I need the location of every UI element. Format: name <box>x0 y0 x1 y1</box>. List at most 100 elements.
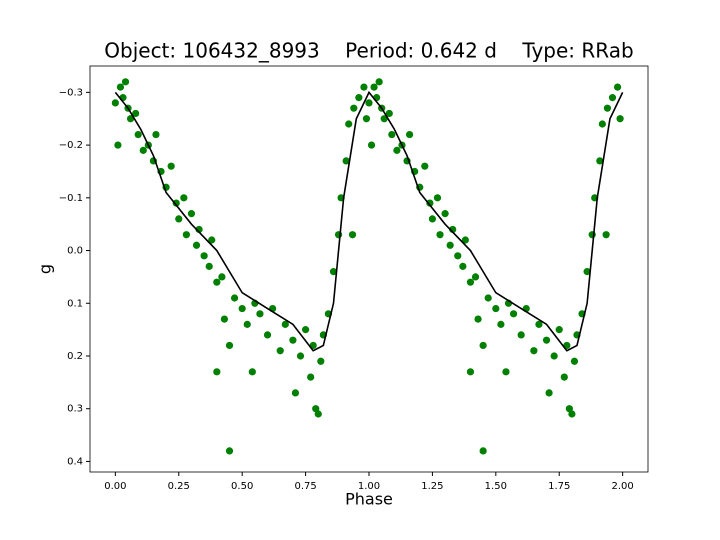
data-point <box>167 162 175 170</box>
data-point <box>388 130 396 139</box>
data-point <box>243 320 251 328</box>
data-point <box>289 336 297 344</box>
data-point <box>509 310 518 318</box>
data-point <box>350 104 358 112</box>
data-point <box>132 109 140 118</box>
data-point <box>385 109 393 118</box>
data-point <box>502 368 510 376</box>
data-point <box>360 83 368 91</box>
data-point <box>182 231 190 239</box>
data-point <box>362 115 371 123</box>
data-point <box>446 241 454 249</box>
data-point <box>608 94 617 102</box>
model-curve <box>114 90 624 352</box>
data-point <box>542 336 551 344</box>
data-point <box>375 78 383 86</box>
data-point <box>230 294 239 302</box>
data-point <box>111 99 119 107</box>
data-point <box>570 357 579 365</box>
data-point <box>345 120 353 128</box>
data-point <box>134 130 142 139</box>
data-point <box>263 331 272 339</box>
x-tick-label: 1.25 <box>421 481 443 492</box>
data-point <box>180 194 188 202</box>
y-tick-label: 0.0 <box>67 246 83 257</box>
data-point <box>365 99 373 107</box>
data-point <box>393 146 401 154</box>
x-tick-label: 1.50 <box>485 481 507 492</box>
data-point <box>301 326 310 334</box>
data-point <box>497 320 505 328</box>
data-point <box>555 326 563 334</box>
data-point <box>426 199 434 207</box>
data-point <box>220 315 229 323</box>
data-point <box>602 231 610 239</box>
data-point <box>213 368 221 376</box>
data-point <box>471 273 480 281</box>
data-point <box>139 146 147 154</box>
chart-title: Object: 106432_8993 Period: 0.642 d Type… <box>104 39 633 63</box>
data-point <box>616 115 624 123</box>
data-point <box>281 320 289 328</box>
data-point <box>598 120 606 128</box>
data-point <box>560 373 568 381</box>
data-point <box>291 389 300 397</box>
data-point <box>421 162 429 170</box>
data-point <box>596 157 604 165</box>
data-point <box>152 130 160 139</box>
data-point <box>545 389 553 397</box>
y-axis-label: g <box>36 264 55 274</box>
data-point <box>348 231 357 239</box>
data-point <box>466 368 475 376</box>
data-point <box>474 315 482 323</box>
y-tick-label: −0.2 <box>59 140 83 151</box>
data-point <box>428 215 437 223</box>
y-tick-label: 0.2 <box>67 351 83 362</box>
data-point <box>187 210 196 218</box>
data-point <box>568 410 576 418</box>
x-tick-label: 0.50 <box>231 481 253 492</box>
data-point <box>530 347 538 355</box>
x-tick-label: 0.25 <box>168 481 190 492</box>
data-point <box>535 320 543 328</box>
data-point <box>342 157 350 165</box>
data-point <box>461 236 469 244</box>
data-point <box>436 231 444 239</box>
data-point <box>466 278 475 286</box>
data-point <box>172 199 180 207</box>
data-point <box>256 310 264 318</box>
y-tick-label: 0.4 <box>67 456 83 467</box>
x-tick-label: 2.00 <box>612 481 634 492</box>
data-point <box>205 262 213 270</box>
x-axis-label: Phase <box>345 490 393 509</box>
data-point <box>116 83 125 91</box>
data-point <box>441 210 449 218</box>
data-point <box>459 262 467 270</box>
data-point <box>433 194 442 202</box>
data-point <box>479 447 487 455</box>
data-point <box>479 341 487 350</box>
data-point <box>329 268 338 276</box>
data-point <box>114 141 122 149</box>
y-tick-label: −0.3 <box>59 87 83 98</box>
data-point <box>208 236 216 244</box>
data-point <box>213 278 221 286</box>
data-point <box>484 294 492 302</box>
data-point <box>276 347 284 355</box>
data-point <box>317 357 325 365</box>
x-tick-label: 1.00 <box>358 481 380 492</box>
y-tick-label: 0.3 <box>67 404 83 415</box>
data-point <box>603 104 612 112</box>
data-point <box>238 304 246 313</box>
data-point <box>218 273 226 281</box>
data-point <box>192 241 201 249</box>
x-tick-label: 1.75 <box>548 481 570 492</box>
data-point <box>175 215 183 223</box>
data-point <box>492 304 500 313</box>
data-point <box>225 447 234 455</box>
data-point <box>367 141 376 149</box>
data-point <box>405 130 414 139</box>
data-point <box>225 341 234 350</box>
